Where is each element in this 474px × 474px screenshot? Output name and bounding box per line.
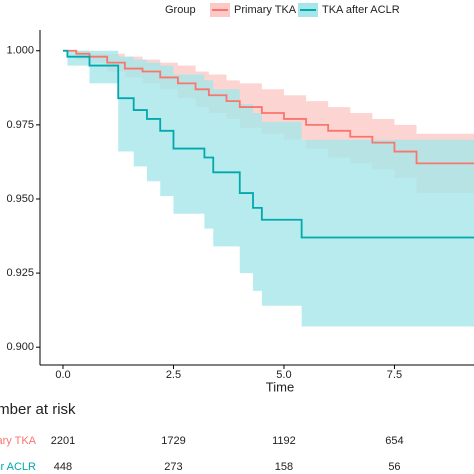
confidence-band [62, 50, 474, 327]
survival-curve [62, 49, 474, 165]
risk-count: 1729 [161, 435, 185, 447]
risk-row-label: Primary TKA [0, 435, 37, 447]
legend-title: Group [165, 4, 196, 16]
x-tick-label: 0.0 [55, 369, 70, 381]
y-tick-label: 0.950 [6, 193, 34, 205]
x-tick-label: 2.5 [166, 369, 181, 381]
x-tick-label: 5.0 [276, 369, 291, 381]
y-tick-label: 0.975 [6, 119, 34, 131]
risk-count: 1192 [272, 435, 296, 447]
risk-count: 2201 [51, 435, 75, 447]
legend-label: TKA after ACLR [322, 4, 400, 16]
risk-count: 158 [275, 461, 293, 473]
legend-label: Primary TKA [234, 4, 297, 16]
x-axis-label: Time [266, 379, 294, 394]
y-tick-label: 0.925 [6, 267, 34, 279]
y-tick-label: 0.900 [6, 341, 34, 353]
risk-row-label: TKA after ACLR [0, 461, 36, 473]
risk-count: 654 [385, 435, 403, 447]
risk-table-title: Number at risk [0, 401, 76, 418]
x-tick-label: 7.5 [387, 369, 402, 381]
risk-count: 273 [164, 461, 182, 473]
survival-curve [62, 49, 474, 239]
risk-count: 56 [388, 461, 400, 473]
risk-count: 448 [54, 461, 72, 473]
y-tick-label: 1.000 [6, 45, 34, 57]
